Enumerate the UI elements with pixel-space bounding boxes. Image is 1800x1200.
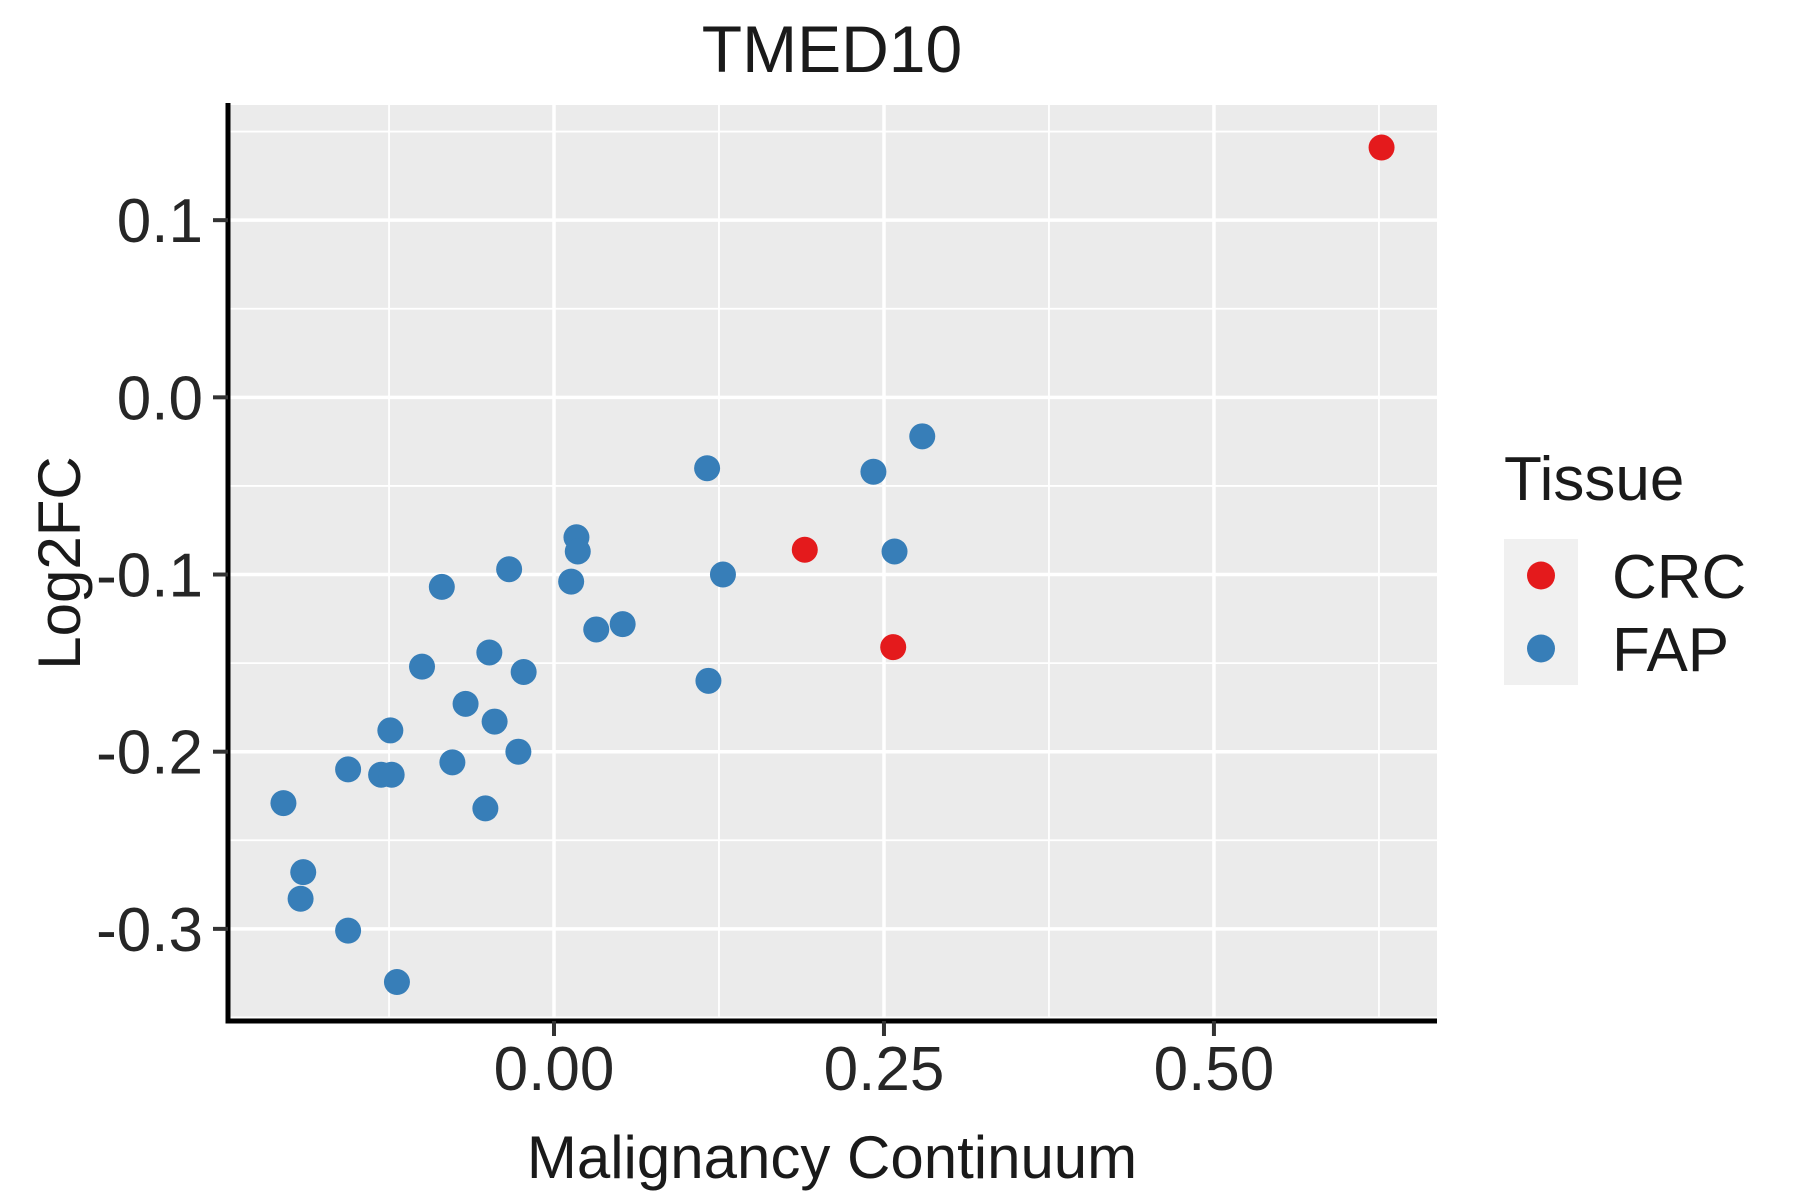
- data-point-fap: [476, 639, 503, 666]
- data-point-fap: [510, 658, 537, 685]
- minor-gridlines: [228, 105, 1437, 1021]
- x-tick-label: 0.50: [1154, 1035, 1275, 1104]
- data-point-fap: [335, 756, 362, 783]
- legend-label-crc: CRC: [1612, 543, 1746, 612]
- data-point-fap: [377, 717, 404, 744]
- data-point-fap: [428, 573, 455, 600]
- data-point-fap: [860, 458, 887, 485]
- data-point-fap: [287, 885, 314, 912]
- axes-layer: [213, 103, 1437, 1036]
- y-tick-label: -0.2: [96, 719, 203, 788]
- legend-title: Tissue: [1504, 445, 1684, 514]
- data-point-fap: [409, 653, 436, 680]
- data-point-fap: [439, 749, 466, 776]
- data-point-fap: [335, 917, 362, 944]
- data-point-fap: [496, 556, 523, 583]
- data-point-fap: [472, 795, 499, 822]
- data-point-fap: [505, 738, 532, 765]
- data-point-fap: [609, 611, 636, 638]
- data-point-fap: [383, 969, 410, 996]
- y-tick-label: 0.1: [117, 187, 203, 256]
- data-point-fap: [452, 690, 479, 717]
- major-gridlines: [228, 105, 1437, 1021]
- legend-dot-fap: [1527, 634, 1555, 663]
- y-axis-label: Log2FC: [26, 456, 93, 669]
- data-points-layer: [270, 134, 1395, 996]
- data-point-fap: [564, 538, 591, 565]
- y-tick-label: -0.3: [96, 896, 203, 965]
- tick-labels-layer: 0.1 0.0 -0.1 -0.2 -0.3 0.00 0.25 0.50: [96, 187, 1274, 1104]
- data-point-fap: [695, 667, 722, 694]
- data-point-fap: [709, 561, 736, 588]
- data-point-fap: [909, 423, 936, 450]
- plot-panel: [228, 105, 1437, 1021]
- legend-label-fap: FAP: [1612, 616, 1729, 685]
- legend-dot-crc: [1527, 561, 1555, 590]
- x-tick-label: 0.25: [824, 1035, 945, 1104]
- data-point-fap: [378, 761, 405, 788]
- y-tick-label: 0.0: [117, 364, 203, 433]
- data-point-fap: [881, 538, 908, 565]
- data-point-fap: [270, 790, 297, 817]
- y-tick-label: -0.1: [96, 542, 203, 611]
- data-point-fap: [694, 455, 721, 482]
- data-point-crc: [880, 634, 907, 661]
- data-point-fap: [481, 708, 508, 735]
- data-point-crc: [1368, 134, 1395, 161]
- x-tick-label: 0.00: [494, 1035, 615, 1104]
- data-point-crc: [791, 536, 818, 563]
- data-point-fap: [583, 616, 610, 643]
- data-point-fap: [558, 568, 585, 595]
- data-point-fap: [290, 859, 317, 886]
- chart-title: TMED10: [702, 12, 962, 86]
- x-axis-label: Malignancy Continuum: [527, 1124, 1137, 1191]
